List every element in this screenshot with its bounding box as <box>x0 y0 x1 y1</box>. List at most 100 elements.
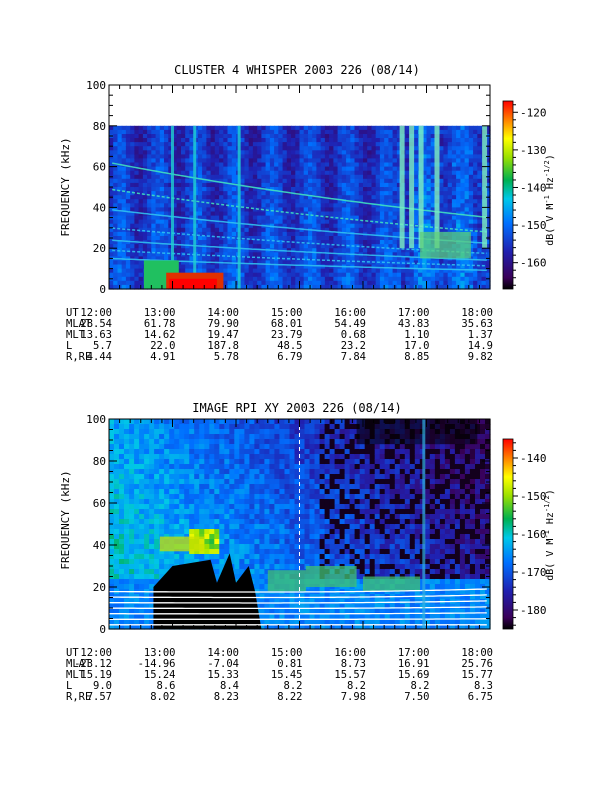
spectrogram-cell <box>124 524 130 530</box>
spectrogram-cell <box>401 252 406 257</box>
spectrogram-cell <box>341 142 347 147</box>
spectrogram-cell <box>142 125 148 131</box>
spectrogram-cell <box>172 134 178 139</box>
spectrogram-cell <box>299 170 305 176</box>
spectrogram-cell <box>159 162 165 168</box>
spectrogram-cell <box>303 236 309 241</box>
spectrogram-cell <box>388 142 394 147</box>
spectrogram-cell <box>477 244 483 249</box>
spectrogram-cell <box>252 154 258 160</box>
spectrogram-cell <box>473 191 478 196</box>
spectrogram-cell <box>219 231 224 237</box>
spectrogram-cell <box>197 150 203 155</box>
spectrogram-cell <box>337 199 343 204</box>
spectrogram-cell <box>278 191 284 196</box>
spectrogram-cell <box>282 154 288 160</box>
spectrogram-cell <box>350 203 356 208</box>
spectrogram-cell <box>129 614 135 620</box>
spectrogram-cell <box>337 223 343 229</box>
spectrogram-cell <box>144 499 150 505</box>
spectrogram-cell <box>114 619 120 625</box>
spectrogram-cell <box>329 276 334 282</box>
spectrogram-cell <box>282 187 288 192</box>
ephemeris-value: 0.68 <box>341 329 366 341</box>
spectrogram-cell <box>202 191 207 196</box>
spectrogram-cell <box>384 162 389 168</box>
spectrogram-cell <box>379 162 385 168</box>
spectrogram-cell <box>113 280 118 286</box>
spectrogram-cell <box>199 419 205 425</box>
spectrogram-cell <box>142 231 148 237</box>
spectrogram-cell <box>375 268 381 274</box>
spectrogram-cell <box>282 182 288 188</box>
spectrogram-cell <box>392 215 398 221</box>
spectrogram-cell <box>392 129 398 135</box>
spectrogram-cell <box>295 236 301 241</box>
spectrogram-cell <box>379 215 385 221</box>
spectrogram-cell <box>451 129 457 135</box>
spectrogram-cell <box>324 182 330 188</box>
spectrogram-cell <box>142 256 148 262</box>
spectrogram-cell <box>202 223 207 229</box>
spectrogram-cell <box>139 544 145 550</box>
spectrogram-cell <box>129 519 135 525</box>
spectrogram-cell <box>422 272 428 278</box>
spectrogram-cell <box>329 248 334 253</box>
spectrogram-cell <box>295 223 301 229</box>
spectrogram-cell <box>248 178 254 184</box>
spectrogram-cell <box>337 150 343 155</box>
spectrogram-cell <box>341 162 347 168</box>
spectrogram-cell <box>261 182 267 188</box>
spectrogram-cell <box>316 146 322 151</box>
spectrogram-cell <box>159 499 165 505</box>
spectrogram-cell <box>139 499 145 505</box>
spectrogram-cell <box>159 569 165 575</box>
spectrogram-cell <box>184 434 190 440</box>
spectrogram-cell <box>316 150 322 155</box>
spectrogram-cell <box>129 559 135 565</box>
spectrogram-cell <box>291 276 296 282</box>
spectrogram-cell <box>312 219 317 225</box>
spectrogram-cell <box>291 260 296 266</box>
spectrogram-cell <box>477 191 483 196</box>
spectrogram-cell <box>316 236 322 241</box>
spectrogram-cell <box>172 252 178 257</box>
spectrogram-cell <box>299 142 305 147</box>
spectrogram-cell <box>147 182 152 188</box>
spectrogram-cell <box>392 244 398 249</box>
spectrogram-cell <box>125 248 131 253</box>
spectrogram-cell <box>358 162 364 168</box>
spectrogram-cell <box>214 529 220 535</box>
spectrogram-cell <box>252 211 258 217</box>
spectrogram-cell <box>367 227 372 233</box>
spectrogram-cell <box>430 227 436 233</box>
spectrogram-cell <box>244 215 250 221</box>
spectrogram-cell <box>244 509 250 515</box>
spectrogram-cell <box>430 154 436 160</box>
spectrogram-cell <box>159 129 165 135</box>
spectrogram-cell <box>227 182 233 188</box>
spectrogram-cell <box>214 203 220 208</box>
spectrogram-cell <box>375 129 381 135</box>
spectrogram-cell <box>234 449 240 455</box>
spectrogram-cell <box>248 191 254 196</box>
spectrogram-cell <box>149 439 155 445</box>
spectrogram-cell <box>197 211 203 217</box>
spectrogram-cell <box>139 464 145 470</box>
spectrogram-cell <box>138 195 144 200</box>
spectrogram-cell <box>144 559 150 565</box>
spectrogram-cell <box>265 219 271 225</box>
spectrogram-cell <box>147 178 152 184</box>
spectrogram-cell <box>159 236 165 241</box>
spectrogram-cell <box>154 484 160 490</box>
spectrogram-cell <box>295 195 301 200</box>
spectrogram-cell <box>124 474 130 480</box>
spectrogram-cell <box>119 584 125 590</box>
spectrogram-cell <box>164 231 169 237</box>
spectrogram-cell <box>147 125 152 131</box>
spectrogram-cell <box>130 138 135 143</box>
spectrogram-cell <box>174 449 180 455</box>
spectrogram-cell <box>234 484 240 490</box>
spectrogram-cell <box>426 203 432 208</box>
spectrogram-cell <box>172 129 178 135</box>
